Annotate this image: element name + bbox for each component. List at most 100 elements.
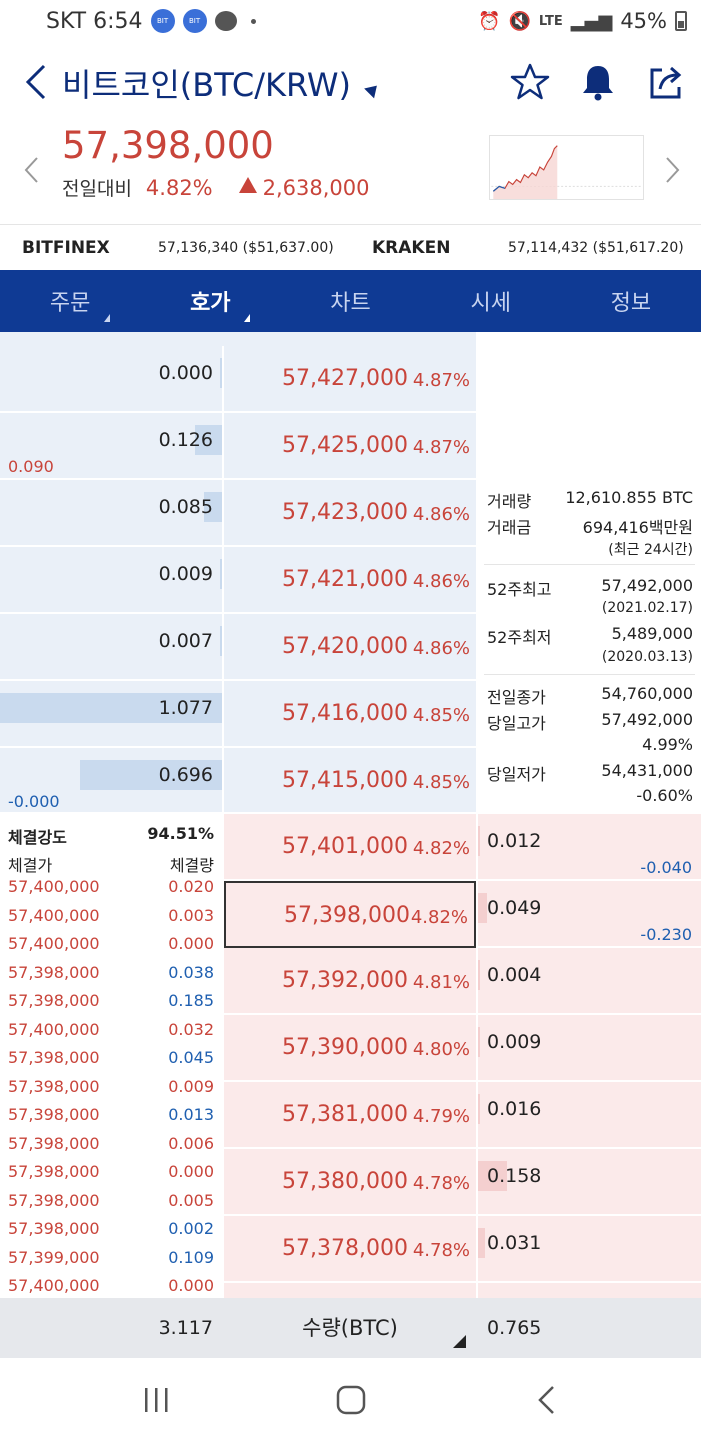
bid-percent: 4.78% <box>412 1240 470 1261</box>
prev-coin-icon[interactable] <box>20 155 44 185</box>
low52-label: 52주최저 <box>487 628 552 647</box>
bid-price-row[interactable]: 57,392,000 4.81% <box>224 948 476 1015</box>
ask-qty-cell[interactable]: 1.077 <box>0 681 222 748</box>
tab-order[interactable]: 주문 <box>0 270 140 332</box>
trade-qty: 0.038 <box>168 962 214 982</box>
ask-volume-bar <box>220 559 222 589</box>
ask-price-row[interactable]: 57,423,000 4.86% <box>224 480 476 547</box>
bid-qty-cell[interactable]: 0.016 <box>478 1082 701 1149</box>
volume-value: 12,610.855 BTC <box>565 488 693 507</box>
share-icon[interactable] <box>646 62 686 102</box>
bid-price-row[interactable]: 57,401,000 4.82% <box>224 814 476 881</box>
trade-row: 57,398,000 0.000 <box>8 1162 214 1181</box>
ask-qty-cell[interactable]: 0.007 <box>0 614 222 681</box>
ask-percent: 4.87% <box>412 437 470 458</box>
bid-percent: 4.82% <box>412 838 470 859</box>
trade-row: 57,398,000 0.013 <box>8 1105 214 1124</box>
high52-date: (2021.02.17) <box>601 600 693 616</box>
mini-price-chart[interactable] <box>489 135 644 200</box>
trade-row: 57,398,000 0.038 <box>8 963 214 982</box>
page-title[interactable]: 비트코인(BTC/KRW) <box>62 66 352 104</box>
bid-volume-bar <box>478 960 480 990</box>
tab-orderbook[interactable]: 호가 <box>140 270 280 332</box>
bid-price-row[interactable]: 57,380,000 4.78% <box>224 1149 476 1216</box>
bid-price-row[interactable]: 57,381,000 4.79% <box>224 1082 476 1149</box>
ask-qty-cell[interactable]: 0.009 <box>0 547 222 614</box>
ask-price-row[interactable]: 57,427,000 4.87% <box>224 346 476 413</box>
exchange-name: KRAKEN <box>372 237 451 258</box>
ask-volume-bar <box>195 425 222 455</box>
orderbook-footer: 3.117 수량(BTC) 0.765 <box>0 1298 701 1358</box>
trade-price: 57,400,000 <box>8 877 100 896</box>
tab-label: 시세 <box>470 291 511 316</box>
high52-label: 52주최고 <box>487 580 552 599</box>
bid-qty-cell[interactable]: 0.031 <box>478 1216 701 1283</box>
trade-price: 57,398,000 <box>8 1162 100 1181</box>
trade-price: 57,398,000 <box>8 1105 100 1124</box>
prev-close-label: 전일종가 <box>487 688 546 707</box>
tab-chart[interactable]: 차트 <box>280 270 420 332</box>
ask-price: 57,425,000 <box>282 433 408 458</box>
recent-apps-icon[interactable] <box>136 1380 176 1420</box>
high52-value: 57,492,000 <box>601 576 693 595</box>
trade-qty: 0.045 <box>168 1048 214 1067</box>
bid-price: 57,380,000 <box>282 1169 408 1194</box>
ask-percent: 4.86% <box>412 638 470 659</box>
trade-row: 57,400,000 0.000 <box>8 934 214 953</box>
amount-label: 거래금 <box>487 518 532 537</box>
ask-price-row[interactable]: 57,421,000 4.86% <box>224 547 476 614</box>
favorite-star-icon[interactable] <box>510 62 550 102</box>
current-price-row[interactable]: 57,398,000 4.82% <box>224 881 476 948</box>
ask-qty-cell[interactable]: 0.696 -0.000 <box>0 748 222 814</box>
bid-price-row[interactable]: 57,390,000 4.80% <box>224 1015 476 1082</box>
notification-bell-icon[interactable] <box>578 62 618 102</box>
trade-row: 57,398,000 0.009 <box>8 1077 214 1096</box>
bid-qty-cell[interactable]: 0.004 <box>478 948 701 1015</box>
bid-volume-bar <box>478 893 487 923</box>
ask-volume-bar <box>220 358 222 388</box>
trade-price: 57,398,000 <box>8 1076 100 1096</box>
bid-qty: 0.016 <box>487 1098 542 1120</box>
trade-price: 57,398,000 <box>8 1048 100 1067</box>
bid-price-row[interactable]: 57,378,000 4.78% <box>224 1216 476 1283</box>
bid-qty-cell[interactable]: 0.009 <box>478 1015 701 1082</box>
bid-percent: 4.81% <box>412 972 470 993</box>
bid-price: 57,398,000 <box>284 903 410 928</box>
ask-qty-cell[interactable]: 0.085 <box>0 480 222 547</box>
unit-label: 수량(BTC) <box>302 1316 398 1340</box>
trade-qty: 0.005 <box>168 1190 214 1210</box>
next-coin-icon[interactable] <box>660 155 684 185</box>
app-badge-icon: BIT <box>182 9 207 33</box>
tab-market[interactable]: 시세 <box>421 270 561 332</box>
bid-percent: 4.82% <box>410 907 468 928</box>
ask-price-row[interactable]: 57,415,000 4.85% <box>224 748 476 814</box>
trade-price: 57,400,000 <box>8 1276 100 1295</box>
unit-selector[interactable]: 수량(BTC) <box>224 1298 476 1358</box>
bid-qty-cell[interactable]: 0.158 <box>478 1149 701 1216</box>
ask-volume-bar <box>220 626 222 656</box>
app-badge-icon: BIT <box>150 9 175 33</box>
bid-qty-cell[interactable]: 0.049 -0.230 <box>478 881 701 948</box>
tab-info[interactable]: 정보 <box>561 270 701 332</box>
trade-row: 57,398,000 0.185 <box>8 991 214 1010</box>
trade-row: 57,398,000 0.005 <box>8 1191 214 1210</box>
title-dropdown-icon[interactable] <box>364 80 382 99</box>
back-arrow-icon[interactable] <box>18 60 58 104</box>
ask-qty-cell[interactable]: 0.000 <box>0 346 222 413</box>
home-icon[interactable] <box>331 1380 371 1420</box>
trade-row: 57,400,000 0.020 <box>8 877 214 896</box>
trade-row: 57,400,000 0.032 <box>8 1020 214 1039</box>
ask-price: 57,421,000 <box>282 567 408 592</box>
trade-history-panel: 체결강도 94.51% 체결가 체결량 57,400,000 0.020 57,40… <box>0 814 222 1298</box>
back-icon[interactable] <box>528 1380 568 1420</box>
trade-header-row: 체결가 체결량 <box>8 852 214 876</box>
app-header: 비트코인(BTC/KRW) <box>0 50 701 114</box>
ask-price-row[interactable]: 57,425,000 4.87% <box>224 413 476 480</box>
ask-price-row[interactable]: 57,420,000 4.86% <box>224 614 476 681</box>
bid-qty-cell[interactable]: 0.012 -0.040 <box>478 814 701 881</box>
trade-qty: 0.003 <box>168 905 214 925</box>
tab-caret-icon <box>104 314 111 322</box>
ask-qty-cell[interactable]: 0.126 0.090 <box>0 413 222 480</box>
bid-qty-change: -0.230 <box>640 925 692 944</box>
ask-price-row[interactable]: 57,416,000 4.85% <box>224 681 476 748</box>
